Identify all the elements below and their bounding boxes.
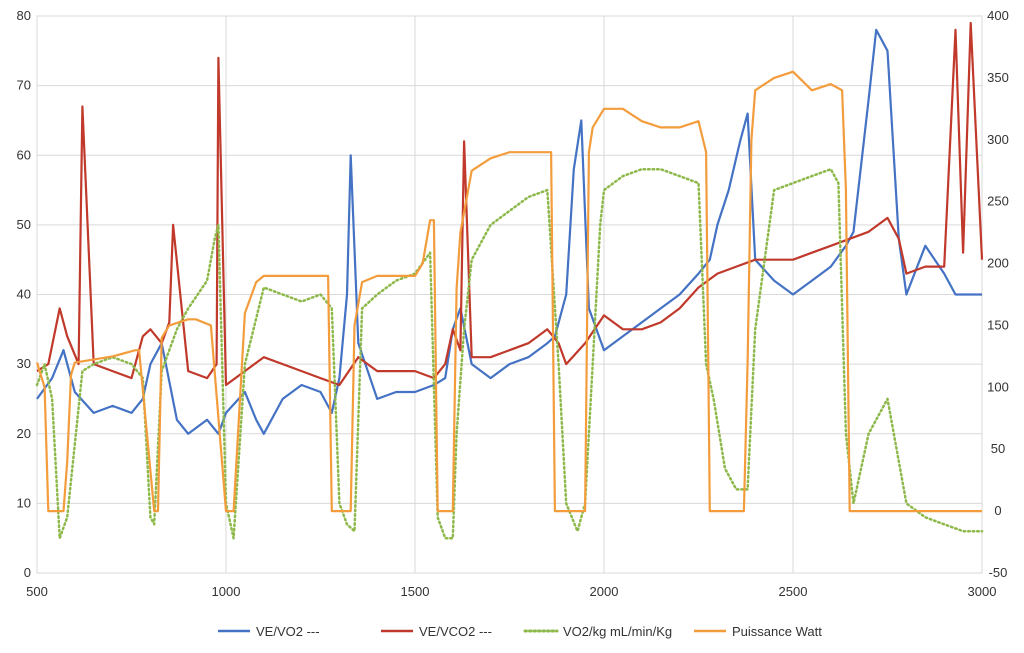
y-tick-label: 70 xyxy=(17,78,31,93)
series-line-3 xyxy=(35,167,984,540)
legend: VE/VO2 --- VE/VCO2 --- VO2/kg mL/min/Kg Pui… xyxy=(218,624,822,639)
series-line-1 xyxy=(36,28,982,435)
x-tick-label: 1500 xyxy=(401,584,430,599)
y-tick-label: 60 xyxy=(17,147,31,162)
legend-label-3: VO2/kg mL/min/Kg xyxy=(563,624,672,639)
y2-tick-label: -50 xyxy=(989,565,1008,580)
y2-tick-label: 350 xyxy=(987,70,1009,85)
y-tick-label: 10 xyxy=(17,495,31,510)
x-tick-label: 1000 xyxy=(212,584,241,599)
y2-tick-label: 150 xyxy=(987,317,1009,332)
y-tick-label: 0 xyxy=(24,565,31,580)
x-tick-label: 3000 xyxy=(968,584,997,599)
legend-label-2: VE/VCO2 --- xyxy=(419,624,492,639)
series-line-4 xyxy=(35,70,982,513)
x-tick-label: 500 xyxy=(26,584,48,599)
series-lines xyxy=(35,21,984,540)
y2-tick-label: 0 xyxy=(994,503,1001,518)
y-tick-label: 50 xyxy=(17,217,31,232)
y2-tick-label: 50 xyxy=(991,441,1005,456)
y-tick-label: 80 xyxy=(17,8,31,23)
x-tick-label: 2500 xyxy=(779,584,808,599)
legend-label-4: Puissance Watt xyxy=(732,624,822,639)
legend-label-1: VE/VO2 --- xyxy=(256,624,320,639)
y2-tick-label: 250 xyxy=(987,194,1009,209)
y-tick-label: 30 xyxy=(17,356,31,371)
y-tick-label: 40 xyxy=(17,287,31,302)
y2-tick-label: 400 xyxy=(987,8,1009,23)
x-tick-label: 2000 xyxy=(590,584,619,599)
y2-tick-label: 100 xyxy=(987,379,1009,394)
series-line-2 xyxy=(36,21,984,387)
y-tick-label: 20 xyxy=(17,426,31,441)
y2-tick-label: 300 xyxy=(987,132,1009,147)
y2-tick-label: 200 xyxy=(987,256,1009,271)
